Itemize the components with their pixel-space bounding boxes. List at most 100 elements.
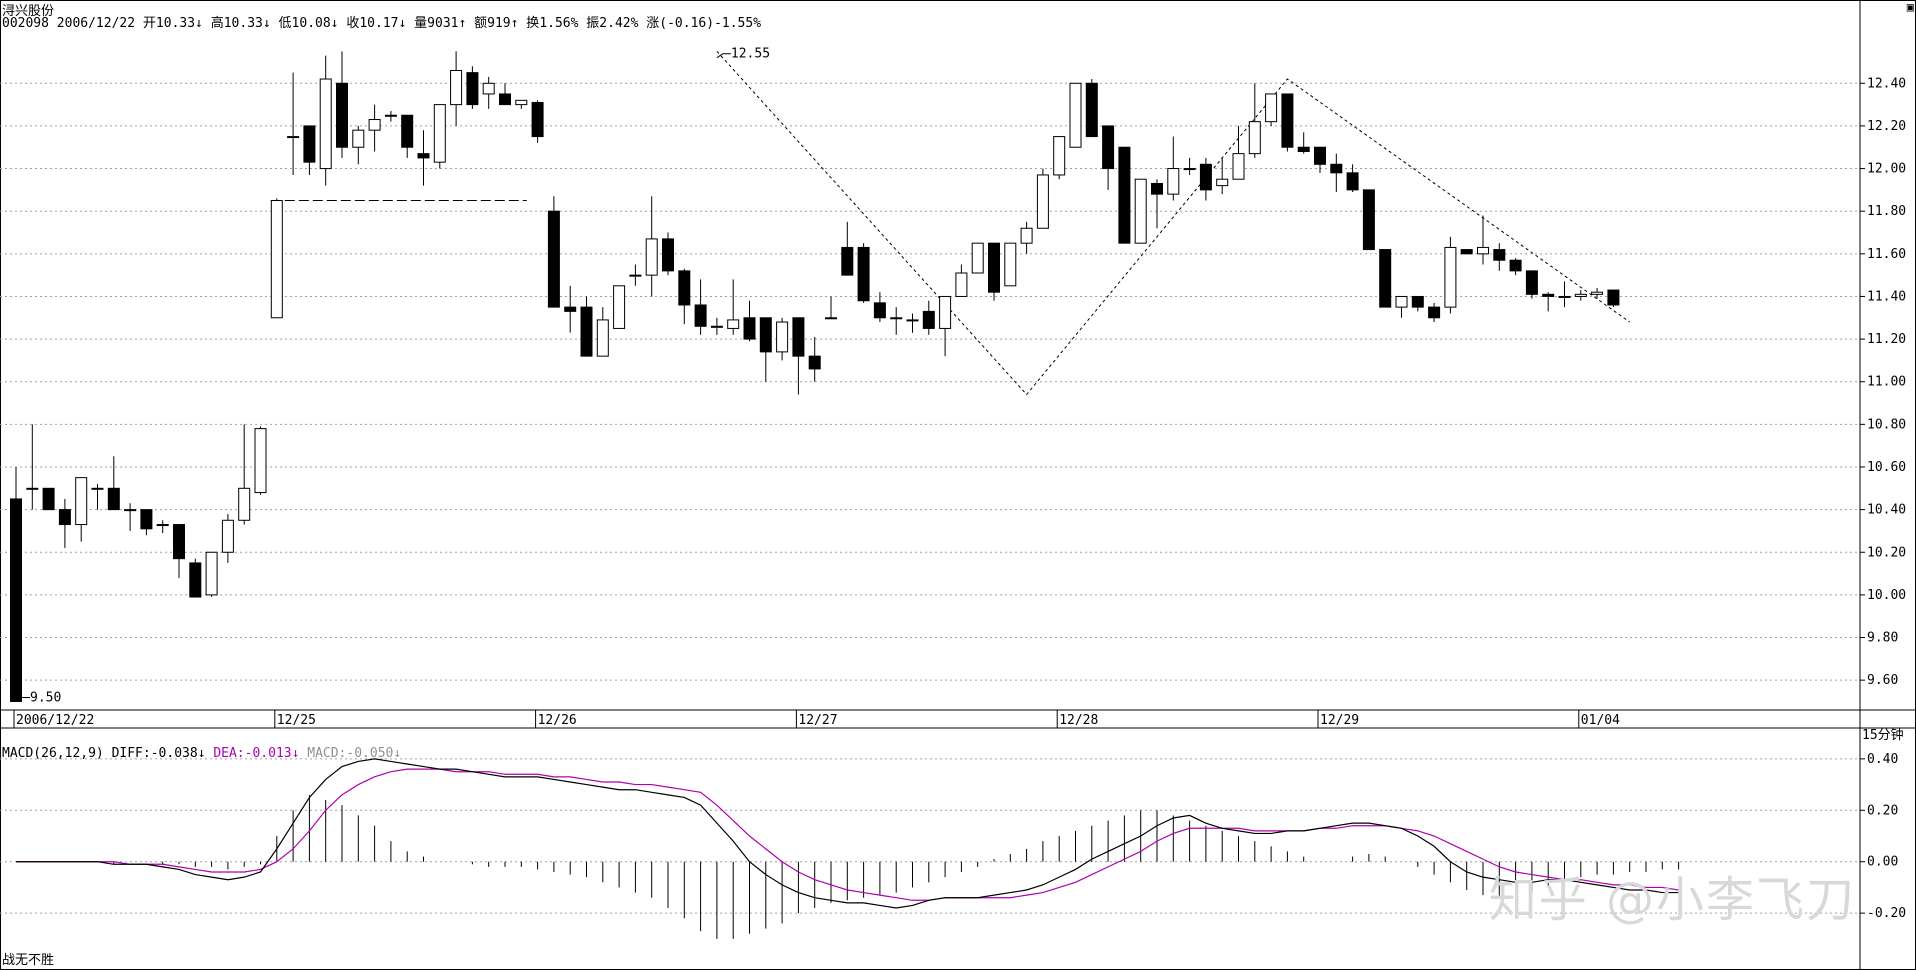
candle-body [1379, 249, 1392, 308]
candle-body [1036, 174, 1049, 229]
candle-body [906, 319, 919, 322]
candle-body [482, 82, 495, 95]
candle-body [1574, 293, 1587, 297]
candle-body [499, 93, 511, 106]
change-label: 涨 [646, 16, 660, 31]
quote-date: 2006/12/22 [56, 16, 136, 31]
price-annotation: 9.50 [30, 690, 61, 705]
candle-body [417, 153, 430, 159]
candle-body [1411, 295, 1424, 308]
candle-body [1151, 182, 1163, 195]
amplitude-value: 2.42% [599, 16, 639, 31]
amplitude-label: 振 [586, 16, 600, 31]
candle-body [759, 317, 772, 353]
candle-body [1525, 270, 1538, 295]
macd-tick-label: 0.20 [1867, 803, 1898, 818]
low-label: 低 [278, 16, 292, 31]
candle-body [1167, 168, 1180, 195]
annotation-pointer [15, 696, 30, 702]
date-label: 01/04 [1581, 713, 1620, 728]
high-label: 高 [210, 16, 224, 31]
candle-body [1069, 82, 1082, 148]
price-annotation: 12.55 [731, 47, 770, 62]
macd-tick-label: -0.20 [1867, 906, 1906, 921]
price-tick-label: 10.80 [1867, 417, 1906, 432]
candle-body [26, 487, 39, 490]
price-tick-label: 11.00 [1867, 375, 1906, 390]
candle-body [1428, 306, 1441, 319]
period-label[interactable]: 15分钟 [1862, 728, 1904, 743]
open-label: 开 [142, 16, 156, 31]
candle-body [1493, 249, 1506, 261]
candle-body [1477, 246, 1489, 255]
turnover-label: 换 [526, 16, 540, 31]
candle-body [270, 200, 283, 319]
candle-body [1004, 242, 1017, 287]
candle-body [1020, 227, 1033, 244]
candle-body [1265, 93, 1278, 123]
candle-body [873, 302, 886, 319]
candle-body [1199, 163, 1212, 191]
candle-body [1314, 146, 1326, 165]
price-tick-label: 11.40 [1867, 289, 1906, 304]
amount-label: 额 [474, 16, 488, 31]
change-value: (-0.16)-1.55% [659, 16, 762, 31]
candle-body [743, 317, 756, 340]
candle-body [939, 295, 952, 329]
candle-body [1558, 295, 1571, 298]
date-label: 12/27 [798, 713, 837, 728]
price-tick-label: 10.00 [1867, 588, 1906, 603]
candle-body [1460, 249, 1473, 255]
candle-body [629, 274, 642, 277]
date-label: 2006/12/22 [16, 713, 94, 728]
candle-body [287, 136, 300, 139]
date-label: 12/25 [277, 713, 316, 728]
date-label: 12/29 [1320, 713, 1359, 728]
candle-body [1183, 168, 1196, 171]
candle-body [1330, 163, 1343, 174]
candle-body [1232, 153, 1245, 180]
candle-body [433, 104, 446, 163]
bottom-caption: 战无不胜 [2, 953, 55, 968]
macd-header: MACD(26,12,9) DIFF:-0.038↓ DEA:-0.013↓ M… [2, 746, 401, 762]
price-tick-label: 12.20 [1867, 119, 1906, 134]
candle-body [238, 487, 251, 521]
candle-body [1509, 259, 1522, 272]
candle-body [221, 519, 234, 553]
candle-body [10, 498, 22, 702]
candle-body [678, 270, 691, 306]
candle-body [450, 70, 463, 106]
candle-body [384, 114, 397, 117]
candle-body [694, 304, 707, 327]
price-tick-label: 9.80 [1867, 631, 1898, 646]
price-tick-label: 10.60 [1867, 460, 1906, 475]
candle-body [1118, 146, 1131, 244]
turnover-value: 1.56% [539, 16, 579, 31]
candle-body [42, 487, 55, 511]
candle-body [515, 99, 528, 106]
candle-body [368, 119, 381, 131]
volume-value: 9031↑ [427, 16, 467, 31]
close-label: 收 [346, 16, 360, 31]
candle-body [1053, 136, 1066, 176]
candle-body [1102, 125, 1115, 170]
candle-body [890, 317, 903, 320]
candle-body [596, 319, 609, 357]
price-tick-label: 11.80 [1867, 204, 1906, 219]
candle-body [1395, 295, 1408, 308]
candle-body [792, 317, 805, 357]
price-tick-label: 12.00 [1867, 162, 1906, 177]
candle-body [531, 101, 544, 138]
macd-name: MACD(26,12,9) [2, 746, 104, 761]
zigzag-line [716, 50, 1630, 396]
candle-body [645, 238, 658, 276]
close-value: 10.17↓ [359, 16, 407, 31]
candle-body [988, 242, 1000, 293]
candle-body [971, 242, 984, 274]
candle-body [776, 321, 789, 353]
candle-body [75, 477, 88, 526]
candle-body [254, 428, 267, 494]
window-restore-icon[interactable]: ▣ [1906, 0, 1914, 14]
candle-body [1591, 291, 1604, 295]
